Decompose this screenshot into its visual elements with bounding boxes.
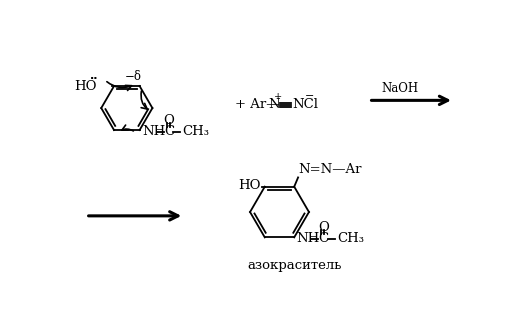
Text: ··: ·· — [90, 74, 98, 84]
Text: HO: HO — [238, 179, 261, 192]
Text: O: O — [164, 114, 175, 127]
Text: N: N — [268, 98, 280, 111]
Text: O: O — [318, 221, 329, 234]
Text: −δ: −δ — [125, 70, 142, 83]
Text: + Ar—: + Ar— — [235, 98, 280, 111]
Text: NH: NH — [142, 125, 165, 138]
Text: NaOH: NaOH — [381, 82, 418, 95]
Text: +: + — [274, 92, 282, 101]
Text: NH: NH — [296, 232, 320, 245]
Text: CH₃: CH₃ — [182, 125, 209, 138]
Text: C: C — [319, 232, 329, 245]
Text: N=N—Ar: N=N—Ar — [298, 163, 362, 176]
Text: C: C — [164, 125, 174, 138]
Text: HO: HO — [74, 80, 97, 93]
Text: CH₃: CH₃ — [337, 232, 364, 245]
Text: −: − — [305, 91, 314, 101]
Text: NCl: NCl — [293, 98, 319, 111]
Text: азокраситель: азокраситель — [248, 259, 342, 272]
